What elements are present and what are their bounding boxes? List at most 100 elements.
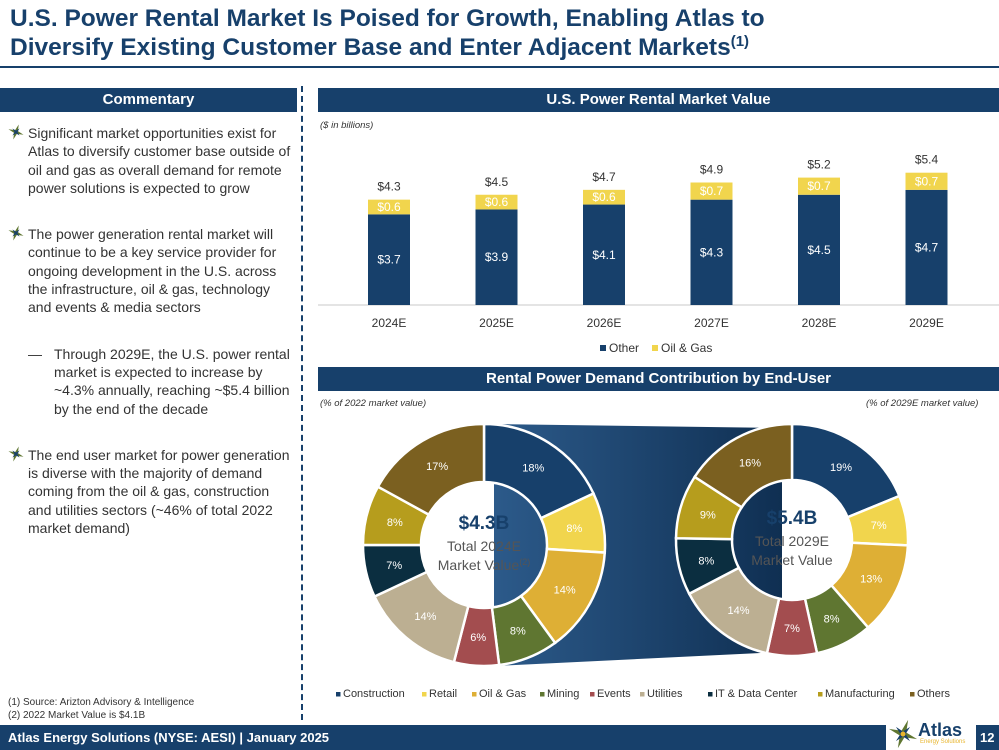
bar-value-label: $4.5 — [807, 243, 831, 257]
bar-total-label: $4.9 — [700, 163, 724, 177]
commentary-sub-bullet-1: — Through 2029E, the U.S. power rental m… — [8, 345, 292, 418]
atlas-logo-subtitle: Energy Solutions — [920, 739, 966, 745]
donut-legend-label: Others — [917, 688, 951, 700]
donut-slice-label: 8% — [698, 555, 714, 567]
atlas-star-icon — [8, 225, 24, 241]
donut-legend-swatch — [910, 692, 915, 697]
donut-left-caption: (% of 2022 market value) — [320, 398, 427, 409]
donut-legend-swatch — [336, 692, 341, 697]
donut-legend-label: Oil & Gas — [479, 688, 527, 700]
donut-center-line-1: Total 2029E — [755, 533, 829, 549]
donut-slice-label: 18% — [522, 462, 544, 474]
bar-value-label: $0.7 — [700, 184, 724, 198]
title-footnote-ref: (1) — [730, 32, 750, 50]
footer-bar: Atlas Energy Solutions (NYSE: AESI) | Ja… — [0, 725, 999, 750]
bar-legend-swatch — [652, 345, 658, 351]
donut-legend-label: Construction — [343, 688, 405, 700]
atlas-logo: Atlas Energy Solutions — [886, 718, 976, 750]
donut-slice-label: 8% — [824, 614, 840, 626]
bar-oil-gas-2028E — [798, 177, 840, 195]
bullet-3-text: The end user market for power generation… — [28, 446, 290, 537]
donut-slice-label: 17% — [426, 461, 448, 473]
bar-other-2029E — [905, 189, 948, 305]
bar-value-label: $0.6 — [592, 190, 616, 204]
bar-value-label: $0.6 — [377, 200, 401, 214]
donut-slice-label: 19% — [830, 462, 852, 474]
donut-legend-swatch — [818, 692, 823, 697]
donut-slice-label: 8% — [510, 626, 526, 638]
bullet-1-text: Significant market opportunities exist f… — [28, 125, 291, 196]
donut-center-line-1: Total 2024E — [447, 538, 521, 554]
title-line-1: U.S. Power Rental Market Is Poised for G… — [10, 5, 765, 32]
bar-legend-swatch — [600, 345, 606, 351]
donut-legend-swatch — [422, 692, 427, 697]
title-rule — [0, 66, 999, 68]
donut-legend-swatch — [640, 692, 645, 697]
donut-2029e-slice-others — [692, 422, 794, 510]
donut-center-value: $4.3B — [459, 513, 510, 534]
donut-2024e-slice-others — [376, 422, 486, 517]
bar-chart-units-note: ($ in billions) — [320, 120, 374, 131]
donut-slice-label: 7% — [784, 623, 800, 635]
bar-value-label: $4.3 — [700, 245, 724, 259]
donut-slice-label: 13% — [860, 573, 882, 585]
bar-value-label: $0.6 — [485, 195, 509, 209]
bar-category-label: 2025E — [479, 316, 514, 330]
footnote-1: (1) Source: Arizton Advisory & Intellige… — [8, 697, 195, 708]
bar-chart: $3.7 $0.6 $4.3 2024E $3.9 $0.6 $4.5 2025E $4.1 $0… — [318, 153, 999, 355]
donut-center-line-2: Market Value(2) — [438, 557, 530, 573]
bullet-2-text: The power generation rental market will … — [28, 226, 277, 316]
donut-legend-label: Events — [597, 688, 631, 700]
bar-legend-label: Other — [609, 341, 639, 355]
donut-legend-swatch — [472, 692, 477, 697]
page-number: 12 — [980, 730, 995, 745]
donut-legend-label: IT & Data Center — [715, 688, 798, 700]
bar-total-label: $5.4 — [915, 153, 939, 167]
page-title: U.S. Power Rental Market Is Poised for G… — [10, 4, 990, 62]
footnotes: (1) Source: Arizton Advisory & Intellige… — [8, 696, 194, 722]
donut-chart: 18% 8% 14% 8% 6% 14% 7% 8% 17% $4.3B Total 2024E Ma… — [336, 422, 951, 700]
vertical-divider — [301, 86, 303, 720]
footer-text: Atlas Energy Solutions (NYSE: AESI) | Ja… — [8, 730, 330, 745]
bar-other-2027E — [690, 199, 733, 305]
bar-value-label: $4.7 — [915, 240, 939, 254]
bar-value-label: $0.7 — [915, 174, 939, 188]
bar-oil-gas-2024E — [368, 199, 410, 215]
bar-value-label: $0.7 — [807, 179, 831, 193]
donut-slice-label: 7% — [386, 560, 402, 572]
donut-legend-label: Retail — [429, 688, 457, 700]
bar-value-label: $3.7 — [377, 253, 401, 267]
bar-other-2025E — [475, 209, 518, 305]
donut-right-caption: (% of 2029E market value) — [866, 398, 979, 409]
sub-bullet-1-text: Through 2029E, the U.S. power rental mar… — [54, 345, 290, 417]
commentary-header: Commentary — [0, 88, 297, 112]
donut-legend-label: Mining — [547, 688, 579, 700]
donut-legend-label: Utilities — [647, 688, 683, 700]
donut-center-line-2: Market Value — [751, 552, 833, 568]
donut-slice-label: 8% — [387, 517, 403, 529]
donut-legend-swatch — [708, 692, 713, 697]
bar-value-label: $3.9 — [485, 250, 509, 264]
bar-category-label: 2024E — [372, 316, 407, 330]
bar-category-label: 2027E — [694, 316, 729, 330]
bar-other-2024E — [368, 214, 410, 305]
bar-oil-gas-2027E — [690, 182, 733, 200]
bar-total-label: $4.7 — [592, 170, 616, 184]
donut-legend-label: Manufacturing — [825, 688, 895, 700]
bar-legend-label: Oil & Gas — [661, 341, 712, 355]
bar-total-label: $4.5 — [485, 175, 509, 189]
donut-slice-label: 8% — [566, 523, 582, 535]
bar-other-2026E — [583, 204, 625, 305]
bar-value-label: $4.1 — [592, 248, 616, 262]
donut-center-value: $5.4B — [767, 508, 818, 529]
donut-chart-header: Rental Power Demand Contribution by End-… — [318, 367, 999, 391]
bar-category-label: 2026E — [587, 316, 622, 330]
bar-total-label: $5.2 — [807, 158, 831, 172]
bar-oil-gas-2025E — [475, 194, 518, 210]
sub-bullet-dash: — — [28, 345, 42, 362]
donut-slice-label: 6% — [470, 632, 486, 644]
donut-slice-label: 14% — [554, 584, 576, 596]
bar-total-label: $4.3 — [377, 180, 401, 194]
title-line-2: Diversify Existing Customer Base and Ent… — [10, 33, 990, 62]
bar-oil-gas-2026E — [583, 189, 625, 205]
